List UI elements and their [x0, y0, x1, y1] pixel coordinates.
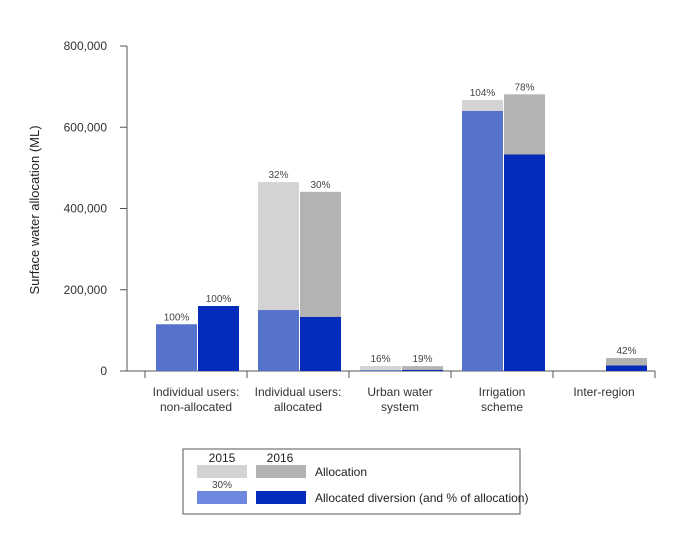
allocation-bar-2016: [402, 366, 443, 371]
legend-year-header: 2015: [209, 451, 236, 465]
x-tick-label: Urban water system: [367, 385, 432, 414]
percent-label: 16%: [370, 354, 390, 365]
x-tick-label: Inter-region: [573, 385, 634, 399]
legend-swatch-diversion-2016: [256, 491, 306, 504]
legend-swatch-allocation-2016: [256, 465, 306, 478]
bars: [156, 94, 647, 371]
diversion-bar-2016: [402, 369, 443, 371]
diversion-bar-2016: [504, 154, 545, 371]
percent-label: 78%: [514, 82, 534, 93]
x-tick-label: Individual users: allocated: [255, 385, 342, 414]
diversion-bar-2016: [300, 316, 341, 371]
legend-label-diversion: Allocated diversion (and % of allocation…: [315, 491, 528, 505]
allocation-bar-2015: [360, 366, 401, 371]
y-tick-label: 600,000: [64, 120, 108, 134]
y-tick-label: 400,000: [64, 202, 108, 216]
legend-swatch-allocation-2015: [197, 465, 247, 478]
diversion-bar-2015: [360, 370, 401, 371]
percent-label: 42%: [616, 346, 636, 357]
percent-label: 100%: [164, 312, 190, 323]
y-tick-label: 800,000: [64, 39, 108, 53]
percent-label: 32%: [268, 170, 288, 181]
percent-label: 104%: [470, 88, 496, 99]
diversion-bar-2015: [462, 111, 503, 371]
diversion-bar-2015: [258, 310, 299, 371]
percent-label: 100%: [206, 294, 232, 305]
legend-box: [182, 448, 521, 515]
legend-year-header: 2016: [267, 451, 294, 465]
diversion-bar-2016: [198, 306, 239, 371]
legend-label-allocation: Allocation: [315, 465, 367, 479]
percent-labels: 100% 32% 16% 104% 100% 30% 19% 78% 42%: [164, 82, 637, 365]
legend-swatch-note: 30%: [212, 480, 232, 491]
x-tick-label: Individual users: non-allocated: [153, 385, 240, 414]
legend-swatch-diversion-2015: [197, 491, 247, 504]
y-axis: 0 200,000 400,000 600,000 800,000: [64, 39, 128, 378]
diversion-bar-2016: [606, 365, 647, 371]
percent-label: 19%: [412, 354, 432, 365]
percent-label: 30%: [310, 180, 330, 191]
x-tick-label: Irrigation scheme: [479, 385, 526, 414]
y-axis-label: Surface water allocation (ML): [27, 125, 42, 294]
y-tick-label: 0: [100, 364, 107, 378]
diversion-bar-2015: [156, 324, 197, 371]
y-tick-label: 200,000: [64, 283, 108, 297]
legend: 2015 2016 Allocation 30% Allocated diversion…: [182, 448, 528, 515]
x-axis: Individual users: non-allocated Individual…: [120, 370, 656, 414]
